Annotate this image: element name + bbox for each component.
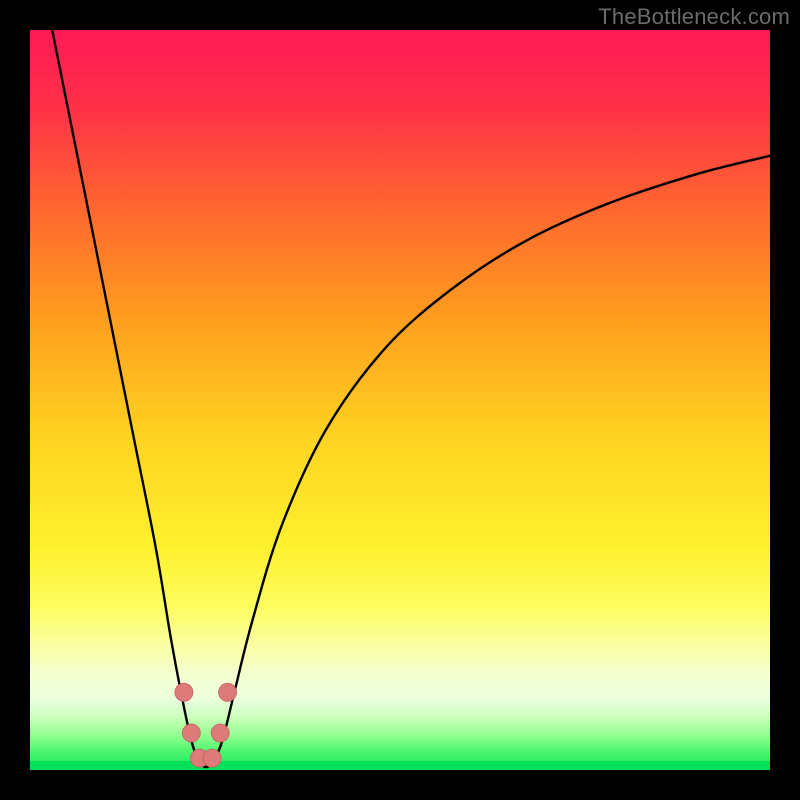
curve-marker [182,724,200,742]
curve-marker [203,749,221,767]
curve-marker [175,683,193,701]
watermark-text: TheBottleneck.com [598,4,790,30]
chart-container: { "watermark": { "text": "TheBottleneck.… [0,0,800,800]
curve-marker [211,724,229,742]
curve-marker [219,683,237,701]
plot-area [30,30,770,770]
bottleneck-curve [52,30,770,767]
curve-layer [30,30,770,770]
